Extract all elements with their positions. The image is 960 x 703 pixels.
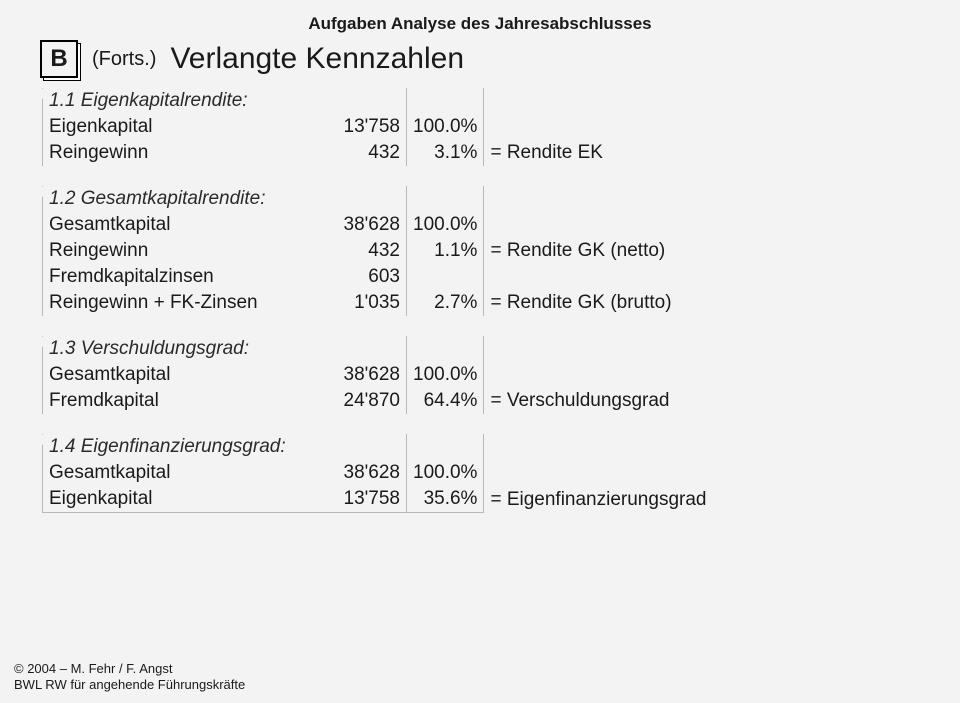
row-percent: 100.0% <box>407 114 484 140</box>
row-label: Fremdkapitalzinsen <box>43 264 329 290</box>
row-note: = Verschuldungsgrad <box>484 388 784 414</box>
row-label: Gesamtkapital <box>43 460 329 486</box>
row-percent: 100.0% <box>407 212 484 238</box>
row-note <box>484 264 784 290</box>
row-note: = Rendite EK <box>484 140 784 166</box>
row-label: Eigenkapital <box>43 114 329 140</box>
row-note <box>484 460 784 486</box>
row-label: Reingewinn <box>43 238 329 264</box>
row-label: Eigenkapital <box>43 486 329 513</box>
footer-subtitle: BWL RW für angehende Führungskräfte <box>14 677 245 693</box>
section-badge: B <box>40 40 78 78</box>
row-label: Gesamtkapital <box>43 212 329 238</box>
row-percent <box>407 264 484 290</box>
footer-copyright: © 2004 – M. Fehr / F. Angst <box>14 661 245 677</box>
row-value: 1'035 <box>329 290 407 316</box>
row-value: 432 <box>329 238 407 264</box>
row-label: Reingewinn <box>43 140 329 166</box>
row-percent: 1.1% <box>407 238 484 264</box>
row-note <box>484 212 784 238</box>
section-head: 1.4 Eigenfinanzierungsgrad: <box>43 434 329 460</box>
row-percent: 3.1% <box>407 140 484 166</box>
row-note <box>484 362 784 388</box>
row-note: = Eigenfinanzierungsgrad <box>484 486 784 513</box>
row-percent: 2.7% <box>407 290 484 316</box>
page-supertitle: Aufgaben Analyse des Jahresabschlusses <box>40 14 920 34</box>
row-value: 38'628 <box>329 362 407 388</box>
row-percent: 100.0% <box>407 460 484 486</box>
row-percent: 35.6% <box>407 486 484 513</box>
section-head: 1.1 Eigenkapitalrendite: <box>43 88 329 114</box>
row-note: = Rendite GK (brutto) <box>484 290 784 316</box>
continued-marker: (Forts.) <box>92 48 156 71</box>
title-row: B (Forts.) Verlangte Kennzahlen <box>40 40 920 78</box>
footer: © 2004 – M. Fehr / F. Angst BWL RW für a… <box>14 661 245 694</box>
page-title: Verlangte Kennzahlen <box>170 42 464 76</box>
row-note <box>484 114 784 140</box>
row-value: 24'870 <box>329 388 407 414</box>
row-value: 13'758 <box>329 114 407 140</box>
row-label: Gesamtkapital <box>43 362 329 388</box>
row-value: 603 <box>329 264 407 290</box>
row-percent: 64.4% <box>407 388 484 414</box>
row-value: 38'628 <box>329 460 407 486</box>
row-value: 13'758 <box>329 486 407 513</box>
section-head: 1.3 Verschuldungsgrad: <box>43 336 329 362</box>
row-label: Fremdkapital <box>43 388 329 414</box>
row-note: = Rendite GK (netto) <box>484 238 784 264</box>
row-value: 38'628 <box>329 212 407 238</box>
row-label: Reingewinn + FK-Zinsen <box>43 290 329 316</box>
row-value: 432 <box>329 140 407 166</box>
row-percent: 100.0% <box>407 362 484 388</box>
kennzahlen-table: 1.1 Eigenkapitalrendite:Eigenkapital13'7… <box>42 88 784 513</box>
section-head: 1.2 Gesamtkapitalrendite: <box>43 186 329 212</box>
